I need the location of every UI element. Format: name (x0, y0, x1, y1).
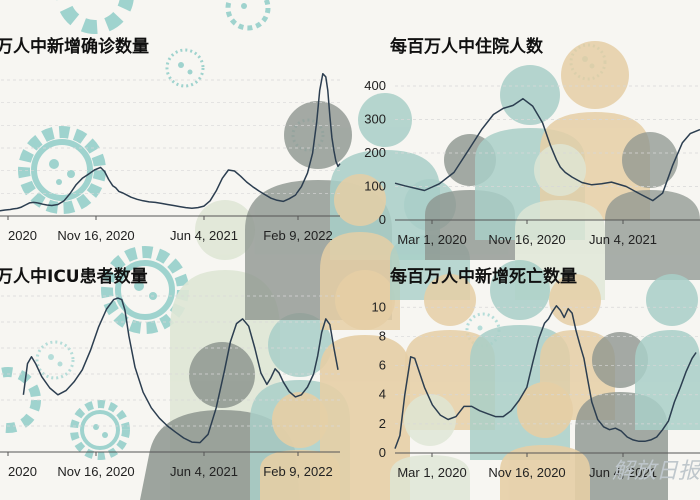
virus-icon (0, 372, 36, 428)
y-tick-label: 300 (364, 112, 386, 127)
x-tick-label: Jun 4, 2021 (170, 464, 238, 479)
virus-icon (24, 132, 100, 208)
chart-title: 万人中新增确诊数量 (0, 36, 149, 57)
y-tick-label: 400 (364, 78, 386, 93)
x-tick-label: Nov 16, 2020 (488, 232, 565, 247)
virus-icon (167, 50, 203, 86)
chart-title: 万人中ICU患者数量 (0, 266, 148, 287)
y-tick-label: 4 (379, 387, 386, 402)
x-tick-label: Feb 9, 2022 (263, 464, 332, 479)
x-tick-label: Jun 4, 2021 (170, 228, 238, 243)
x-tick-label: Feb 9, 2022 (263, 228, 332, 243)
y-tick-label: 10 (372, 299, 386, 314)
person-silhouette (635, 274, 700, 430)
x-tick-label: Nov 16, 2020 (488, 465, 565, 480)
y-tick-label: 0 (379, 445, 386, 460)
y-tick-label: 0 (379, 212, 386, 227)
chart-title: 每百万人中新增死亡数量 (390, 266, 577, 287)
virus-icon (228, 0, 268, 28)
chart-title: 每百万人中住院人数 (390, 36, 544, 57)
watermark-text: 解放日报 (612, 459, 700, 484)
virus-icon (37, 342, 73, 378)
y-tick-label: 6 (379, 358, 386, 373)
x-tick-label: 2020 (8, 228, 37, 243)
y-tick-label: 8 (379, 328, 386, 343)
x-tick-label: Mar 1, 2020 (397, 232, 466, 247)
x-tick-label: Nov 16, 2020 (57, 228, 134, 243)
x-tick-label: Nov 16, 2020 (57, 464, 134, 479)
y-tick-label: 200 (364, 145, 386, 160)
x-tick-label: 2020 (8, 464, 37, 479)
y-tick-label: 2 (379, 416, 386, 431)
virus-icon (63, 0, 127, 27)
virus-icon (74, 404, 126, 456)
y-tick-label: 100 (364, 179, 386, 194)
x-tick-label: Mar 1, 2020 (397, 465, 466, 480)
x-tick-label: Jun 4, 2021 (589, 232, 657, 247)
